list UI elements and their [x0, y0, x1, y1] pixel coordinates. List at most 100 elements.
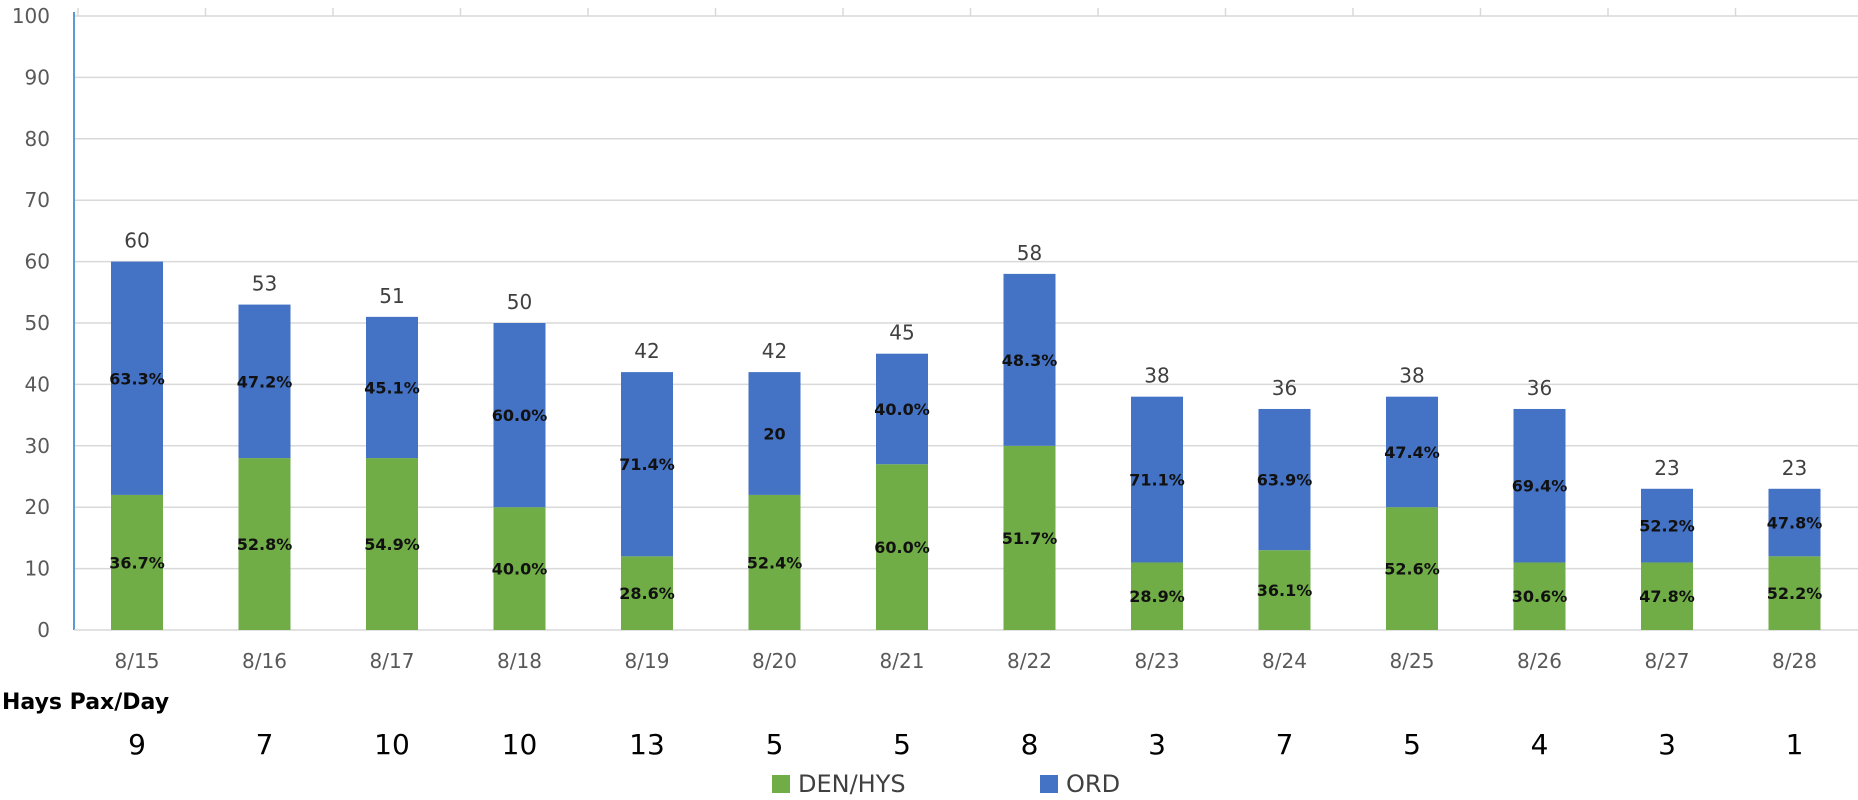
- bar-ord: [1258, 408, 1311, 551]
- total-label: 36: [1527, 376, 1552, 400]
- data-label-den-hys: 47.8%: [1639, 587, 1695, 606]
- data-label-ord: 63.9%: [1257, 471, 1313, 490]
- data-label-den-hys: 36.1%: [1257, 581, 1313, 600]
- bar-ord: [1513, 408, 1566, 563]
- total-label: 45: [889, 321, 914, 345]
- bar-den-hys: [238, 458, 291, 630]
- hays-pax-value: 13: [629, 728, 665, 761]
- data-label-den-hys: 54.9%: [364, 535, 420, 554]
- legend-swatch-ord: [1040, 775, 1058, 793]
- y-tick-label: 20: [25, 495, 50, 519]
- data-label-ord: 47.2%: [237, 372, 293, 391]
- bar-den-hys: [1768, 556, 1821, 630]
- data-label-den-hys: 52.8%: [237, 535, 293, 554]
- data-label-ord: 45.1%: [364, 378, 420, 397]
- total-label: 23: [1782, 456, 1807, 480]
- bar-den-hys: [1258, 550, 1311, 630]
- total-label: 42: [634, 339, 659, 363]
- hays-pax-value: 1: [1785, 728, 1804, 761]
- data-label-ord: 40.0%: [874, 400, 930, 419]
- hays-pax-value: 8: [1020, 728, 1039, 761]
- bar-den-hys: [621, 556, 673, 630]
- bar-ord: [1641, 488, 1693, 563]
- legend-label-ord: ORD: [1066, 770, 1121, 798]
- x-tick-label: 8/16: [242, 649, 287, 673]
- x-tick-label: 8/23: [1135, 649, 1180, 673]
- y-tick-label: 40: [25, 372, 50, 396]
- bar-ord: [1768, 488, 1821, 557]
- bar-den-hys: [1641, 562, 1693, 630]
- data-label-den-hys: 60.0%: [874, 538, 930, 557]
- y-tick-label: 0: [37, 618, 50, 642]
- total-label: 50: [507, 290, 532, 314]
- data-label-den-hys: 28.6%: [619, 584, 675, 603]
- hays-pax-value: 5: [765, 728, 784, 761]
- bar-ord: [238, 304, 291, 459]
- stacked-bar-chart: 0 10 20 30 40 50 60 70 80 90 100 36.7% 63.3% 60 8/15 52…: [12, 4, 1858, 673]
- y-tick-label: 100: [12, 4, 50, 28]
- bar-den-hys: [748, 494, 801, 630]
- bar-den-hys: [876, 464, 928, 630]
- bar-den-hys: [1131, 562, 1183, 630]
- legend-label-den-hys: DEN/HYS: [798, 770, 906, 798]
- bar-den-hys: [1513, 562, 1566, 630]
- data-label-ord: 47.8%: [1767, 514, 1823, 533]
- x-tick-label: 8/26: [1517, 649, 1562, 673]
- y-tick-label: 90: [25, 65, 50, 89]
- bar-den-hys: [1386, 507, 1438, 630]
- legend-item-den-hys: DEN/HYS: [772, 770, 906, 798]
- x-tick-label: 8/21: [880, 649, 925, 673]
- total-label: 38: [1399, 364, 1424, 388]
- data-label-ord: 71.4%: [619, 455, 675, 474]
- data-label-den-hys: 52.4%: [747, 553, 803, 572]
- data-label-ord: 60.0%: [492, 406, 548, 425]
- data-label-den-hys: 36.7%: [109, 553, 165, 572]
- x-tick-label: 8/24: [1262, 649, 1307, 673]
- y-tick-label: 70: [25, 188, 50, 212]
- bar-ord: [111, 261, 163, 495]
- bar-ord: [621, 372, 673, 557]
- bar-ord: [1003, 273, 1056, 446]
- total-label: 53: [252, 272, 277, 296]
- y-tick-label: 60: [25, 250, 50, 274]
- data-label-ord: 47.4%: [1384, 443, 1440, 462]
- x-tick-label: 8/27: [1645, 649, 1690, 673]
- hays-pax-value: 4: [1530, 728, 1549, 761]
- data-label-den-hys: 28.9%: [1129, 587, 1185, 606]
- x-tick-label: 8/28: [1772, 649, 1817, 673]
- hays-pax-value: 9: [128, 728, 146, 761]
- data-label-den-hys: 52.2%: [1767, 584, 1823, 603]
- hays-pax-value: 3: [1148, 728, 1166, 761]
- bar-ord: [366, 316, 418, 459]
- bar-den-hys: [366, 458, 418, 630]
- bar-ord: [1386, 396, 1438, 508]
- bar-ord: [493, 323, 546, 508]
- hays-pax-value: 7: [1275, 728, 1294, 761]
- data-label-ord: 20: [763, 425, 785, 444]
- data-label-den-hys: 30.6%: [1512, 587, 1568, 606]
- y-tick-label: 10: [25, 557, 50, 581]
- total-label: 60: [124, 229, 149, 253]
- y-tick-label: 50: [25, 311, 50, 335]
- hays-pax-value: 3: [1658, 728, 1676, 761]
- data-label-ord: 69.4%: [1512, 477, 1568, 496]
- bar-den-hys: [1003, 445, 1056, 630]
- data-label-den-hys: 52.6%: [1384, 560, 1440, 579]
- x-tick-label: 8/18: [497, 649, 542, 673]
- data-label-ord: 52.2%: [1639, 517, 1695, 536]
- y-tick-label: 30: [25, 434, 50, 458]
- data-label-den-hys: 51.7%: [1002, 529, 1058, 548]
- x-tick-label: 8/20: [752, 649, 797, 673]
- total-label: 51: [379, 284, 404, 308]
- y-tick-label: 80: [25, 127, 50, 151]
- total-label: 23: [1654, 456, 1679, 480]
- bar-ord: [876, 353, 928, 465]
- total-label: 38: [1144, 364, 1169, 388]
- data-label-ord: 71.1%: [1129, 471, 1185, 490]
- data-label-ord: 48.3%: [1002, 351, 1058, 370]
- data-label-ord: 63.3%: [109, 369, 165, 388]
- x-tick-label: 8/19: [625, 649, 670, 673]
- bar-ord: [1131, 396, 1183, 563]
- total-label: 42: [762, 339, 787, 363]
- bar-ord: [748, 372, 801, 495]
